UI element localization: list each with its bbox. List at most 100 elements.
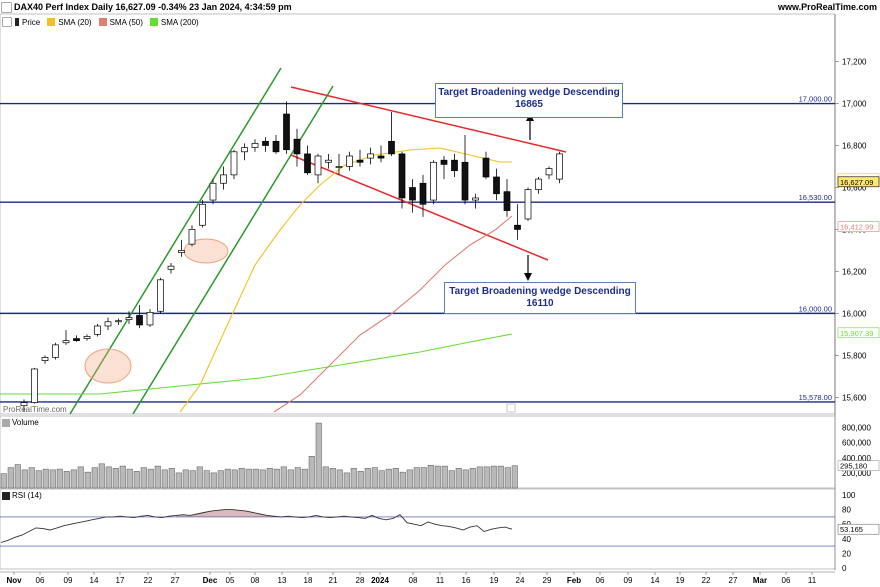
channel-line (69, 67, 282, 415)
candle-body (556, 153, 563, 180)
x-tick-label: 11 (808, 576, 817, 585)
volume-bar (462, 469, 469, 489)
candle (409, 179, 416, 213)
candle-body (304, 153, 311, 174)
x-tick-label: 16 (462, 576, 471, 585)
volume-bar (357, 471, 364, 489)
candle (188, 225, 196, 247)
x-tick-label: 22 (702, 576, 711, 585)
rsi-panel-label: RSI (14) (2, 491, 42, 500)
x-tick-label: 17 (116, 576, 125, 585)
lower-target-line2: 16110 (526, 298, 554, 309)
candle (293, 128, 301, 167)
x-tick-label: 08 (251, 576, 260, 585)
sma20-legend-swatch (47, 18, 56, 26)
volume-bar (168, 468, 175, 489)
y-tick-label: 16,600 (842, 183, 867, 192)
value-tag-label: 16,627.09 (840, 178, 873, 187)
candle-body (104, 321, 112, 327)
volume-bar (105, 466, 112, 489)
volume-bar (133, 471, 140, 489)
rsi-tick-label: 100 (842, 491, 856, 500)
upper-target-line1: Target Broadening wedge Descending (438, 87, 620, 98)
settings-icon[interactable] (2, 17, 12, 27)
candle-body (73, 338, 80, 342)
volume-bar (266, 468, 273, 489)
volume-bar (343, 472, 350, 489)
candle (524, 187, 532, 222)
volume-bar (189, 470, 196, 489)
volume-bar (497, 465, 504, 489)
x-tick-label: Feb (567, 576, 581, 585)
candle-body (125, 317, 133, 321)
candle-body (346, 155, 353, 167)
legend: Price SMA (20) SMA (50) SMA (200) (2, 17, 199, 27)
x-tick-label: 22 (144, 576, 153, 585)
candle (125, 311, 133, 324)
volume-bar (119, 465, 126, 489)
x-tick-label: 28 (356, 576, 365, 585)
candle-body (451, 159, 458, 172)
candle (262, 137, 269, 152)
volume-bar (252, 468, 259, 489)
rsi-legend-swatch (2, 491, 10, 500)
x-tick-label: 06 (782, 576, 791, 585)
candle-body (472, 197, 479, 201)
candle (220, 166, 227, 190)
volume-bar (0, 473, 7, 489)
rsi-tick-label: 80 (842, 506, 851, 515)
candle (136, 304, 143, 329)
volume-bar (336, 469, 343, 489)
candle-body (272, 140, 280, 153)
candle-body (398, 153, 406, 199)
candle-body (262, 140, 269, 146)
candle-body (52, 344, 59, 358)
collapse-icon[interactable] (1, 2, 12, 13)
candle-body (157, 279, 164, 312)
volume-bar (329, 468, 336, 489)
chart-title: DAX40 Perf Index Daily 16,627.09 -0.34% … (14, 2, 292, 12)
volume-bar (196, 466, 203, 489)
volume-bar (294, 467, 301, 489)
candle-body (325, 159, 332, 163)
candle-body (535, 178, 542, 190)
sma50-legend-swatch (98, 18, 107, 26)
x-tick-label: 09 (64, 576, 73, 585)
volume-bar (140, 467, 147, 489)
volume-bar (238, 468, 245, 489)
x-tick-label: 05 (226, 576, 235, 585)
upper-target-line2: 16865 (515, 99, 543, 110)
channel-line (132, 85, 334, 415)
rsi-tick-label: 0 (842, 564, 847, 573)
volume-bar (399, 471, 406, 489)
candle (545, 166, 553, 180)
rsi-tag-label: 53.165 (840, 525, 863, 534)
volume-bar (70, 469, 77, 489)
legend-price: Price (22, 17, 41, 27)
volume-bar (427, 465, 434, 489)
volume-bar (126, 468, 133, 489)
x-tick-label: Nov (6, 576, 22, 585)
volume-bar (98, 463, 105, 489)
candle (472, 193, 479, 209)
x-tick-label: Mar (753, 576, 767, 585)
candle-body (419, 182, 427, 205)
candle-body (493, 176, 500, 195)
candle (83, 334, 91, 341)
y-tick-label: 15,800 (842, 351, 867, 360)
highlight-circle (84, 348, 132, 384)
info-icon (506, 403, 516, 413)
volume-bar (182, 469, 189, 489)
rsi-panel-frame (0, 488, 836, 570)
volume-tick-label: 800,000 (842, 424, 871, 433)
candle (94, 323, 101, 337)
volume-bar (469, 468, 476, 489)
candle (440, 156, 448, 180)
candle-body (83, 336, 91, 339)
candle-body (94, 325, 101, 335)
candle-body (62, 340, 70, 344)
x-tick-label: 21 (329, 576, 338, 585)
candle-body (209, 182, 217, 201)
